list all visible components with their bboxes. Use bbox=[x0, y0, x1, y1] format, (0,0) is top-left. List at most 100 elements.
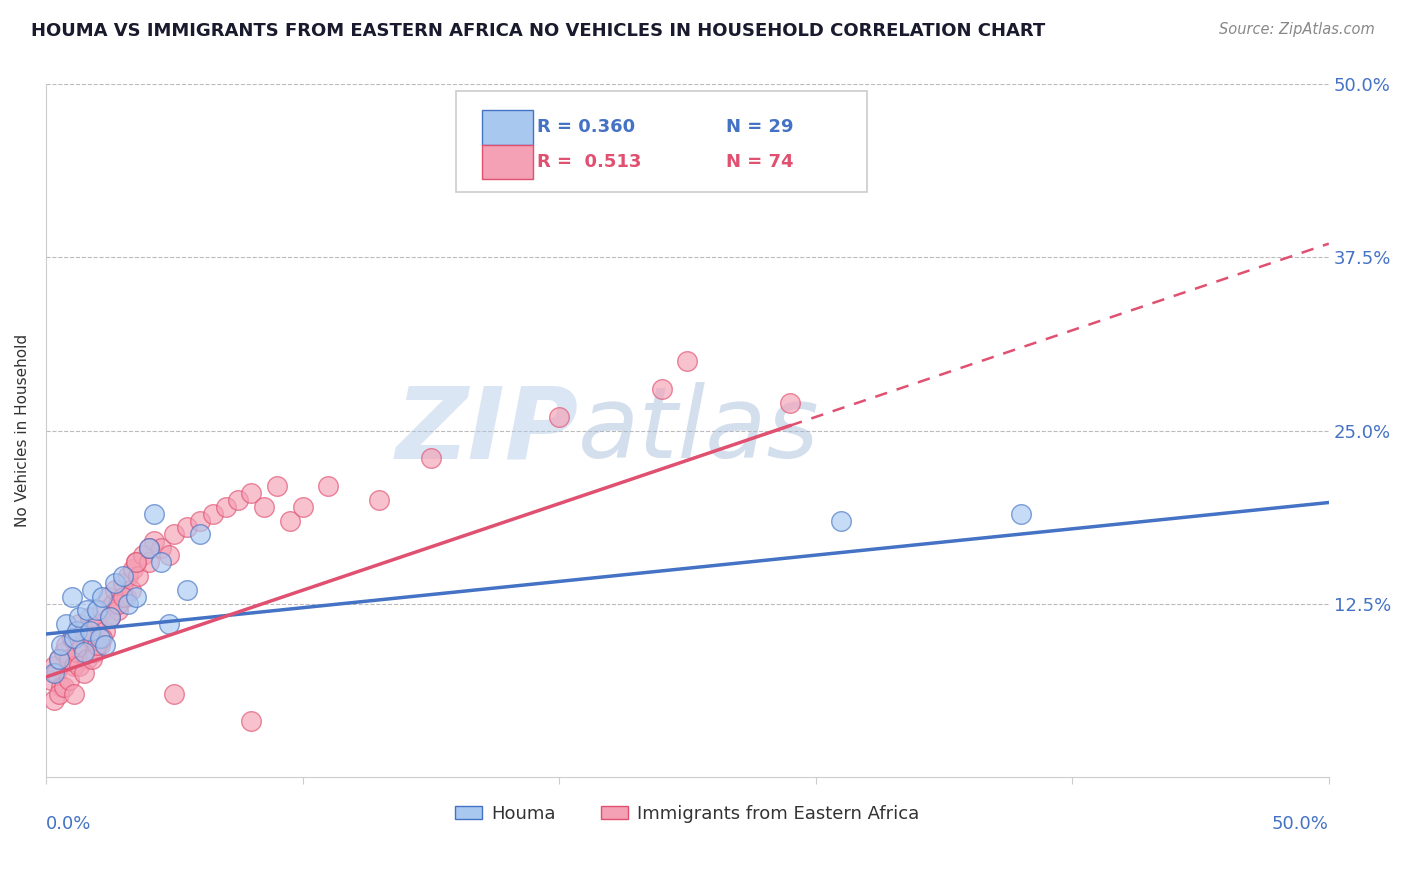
Point bbox=[42, 665, 65, 680]
Point bbox=[117, 597, 139, 611]
Point bbox=[214, 500, 236, 514]
Point bbox=[201, 507, 224, 521]
Point bbox=[66, 624, 89, 639]
Point bbox=[138, 541, 160, 556]
Text: 50.0%: 50.0% bbox=[1272, 814, 1329, 833]
Point bbox=[176, 582, 198, 597]
Point bbox=[51, 638, 73, 652]
Text: N = 29: N = 29 bbox=[725, 119, 793, 136]
Point bbox=[138, 541, 160, 556]
Point bbox=[91, 590, 114, 604]
Point bbox=[66, 645, 89, 659]
Point bbox=[291, 500, 314, 514]
Point bbox=[48, 687, 70, 701]
Point bbox=[111, 590, 134, 604]
Text: R =  0.513: R = 0.513 bbox=[537, 153, 641, 171]
Text: HOUMA VS IMMIGRANTS FROM EASTERN AFRICA NO VEHICLES IN HOUSEHOLD CORRELATION CHA: HOUMA VS IMMIGRANTS FROM EASTERN AFRICA … bbox=[31, 22, 1045, 40]
Point bbox=[104, 582, 127, 597]
Point bbox=[48, 652, 70, 666]
Point bbox=[73, 645, 96, 659]
Point bbox=[142, 534, 165, 549]
Point bbox=[107, 597, 129, 611]
Point bbox=[132, 548, 155, 562]
Point bbox=[86, 638, 108, 652]
Point bbox=[76, 603, 98, 617]
Point bbox=[104, 575, 127, 590]
Point bbox=[316, 479, 339, 493]
Point bbox=[55, 617, 77, 632]
Point bbox=[779, 396, 801, 410]
Point bbox=[98, 610, 121, 624]
Y-axis label: No Vehicles in Household: No Vehicles in Household bbox=[15, 334, 30, 527]
Point bbox=[676, 354, 699, 368]
Point bbox=[419, 451, 441, 466]
Point bbox=[86, 617, 108, 632]
Point bbox=[157, 548, 180, 562]
Point bbox=[111, 575, 134, 590]
Point bbox=[52, 645, 75, 659]
Point bbox=[114, 590, 136, 604]
Point bbox=[111, 569, 134, 583]
Point bbox=[117, 569, 139, 583]
Point bbox=[266, 479, 288, 493]
Point bbox=[163, 527, 186, 541]
Point bbox=[70, 638, 93, 652]
Point bbox=[101, 597, 124, 611]
Point bbox=[55, 638, 77, 652]
Text: 0.0%: 0.0% bbox=[46, 814, 91, 833]
Point bbox=[138, 555, 160, 569]
Point bbox=[86, 603, 108, 617]
Point bbox=[651, 174, 673, 188]
Point bbox=[94, 624, 117, 639]
Point bbox=[63, 631, 86, 645]
Point bbox=[58, 652, 80, 666]
Point bbox=[240, 485, 263, 500]
Point bbox=[89, 631, 111, 645]
Point bbox=[122, 562, 145, 576]
Point bbox=[67, 610, 90, 624]
Point bbox=[91, 603, 114, 617]
Point bbox=[98, 610, 121, 624]
FancyBboxPatch shape bbox=[482, 145, 533, 179]
Point bbox=[82, 631, 104, 645]
Point bbox=[228, 492, 250, 507]
Point bbox=[127, 569, 149, 583]
Point bbox=[60, 590, 83, 604]
FancyBboxPatch shape bbox=[482, 110, 533, 145]
Point bbox=[548, 409, 571, 424]
Point bbox=[83, 645, 105, 659]
Point bbox=[163, 687, 186, 701]
Point bbox=[79, 624, 101, 639]
Point bbox=[188, 527, 211, 541]
Point bbox=[96, 590, 118, 604]
Point bbox=[48, 652, 70, 666]
Point bbox=[240, 714, 263, 729]
Point bbox=[176, 520, 198, 534]
Point bbox=[45, 665, 67, 680]
Point bbox=[51, 680, 73, 694]
Point bbox=[67, 658, 90, 673]
Point bbox=[52, 680, 75, 694]
Point bbox=[94, 638, 117, 652]
Point bbox=[63, 658, 86, 673]
Point bbox=[89, 638, 111, 652]
Point bbox=[82, 582, 104, 597]
Point bbox=[76, 652, 98, 666]
Point bbox=[42, 693, 65, 707]
Point bbox=[157, 617, 180, 632]
Point bbox=[150, 555, 173, 569]
Point bbox=[1010, 507, 1032, 521]
Point bbox=[42, 658, 65, 673]
Point bbox=[651, 382, 673, 396]
Text: atlas: atlas bbox=[578, 382, 820, 479]
Point bbox=[98, 610, 121, 624]
Point bbox=[125, 590, 148, 604]
Point bbox=[73, 624, 96, 639]
Point bbox=[188, 514, 211, 528]
FancyBboxPatch shape bbox=[457, 91, 868, 192]
Legend: Houma, Immigrants from Eastern Africa: Houma, Immigrants from Eastern Africa bbox=[449, 797, 927, 830]
Text: R = 0.360: R = 0.360 bbox=[537, 119, 636, 136]
Point bbox=[368, 492, 391, 507]
Point bbox=[830, 514, 852, 528]
Point bbox=[278, 514, 301, 528]
